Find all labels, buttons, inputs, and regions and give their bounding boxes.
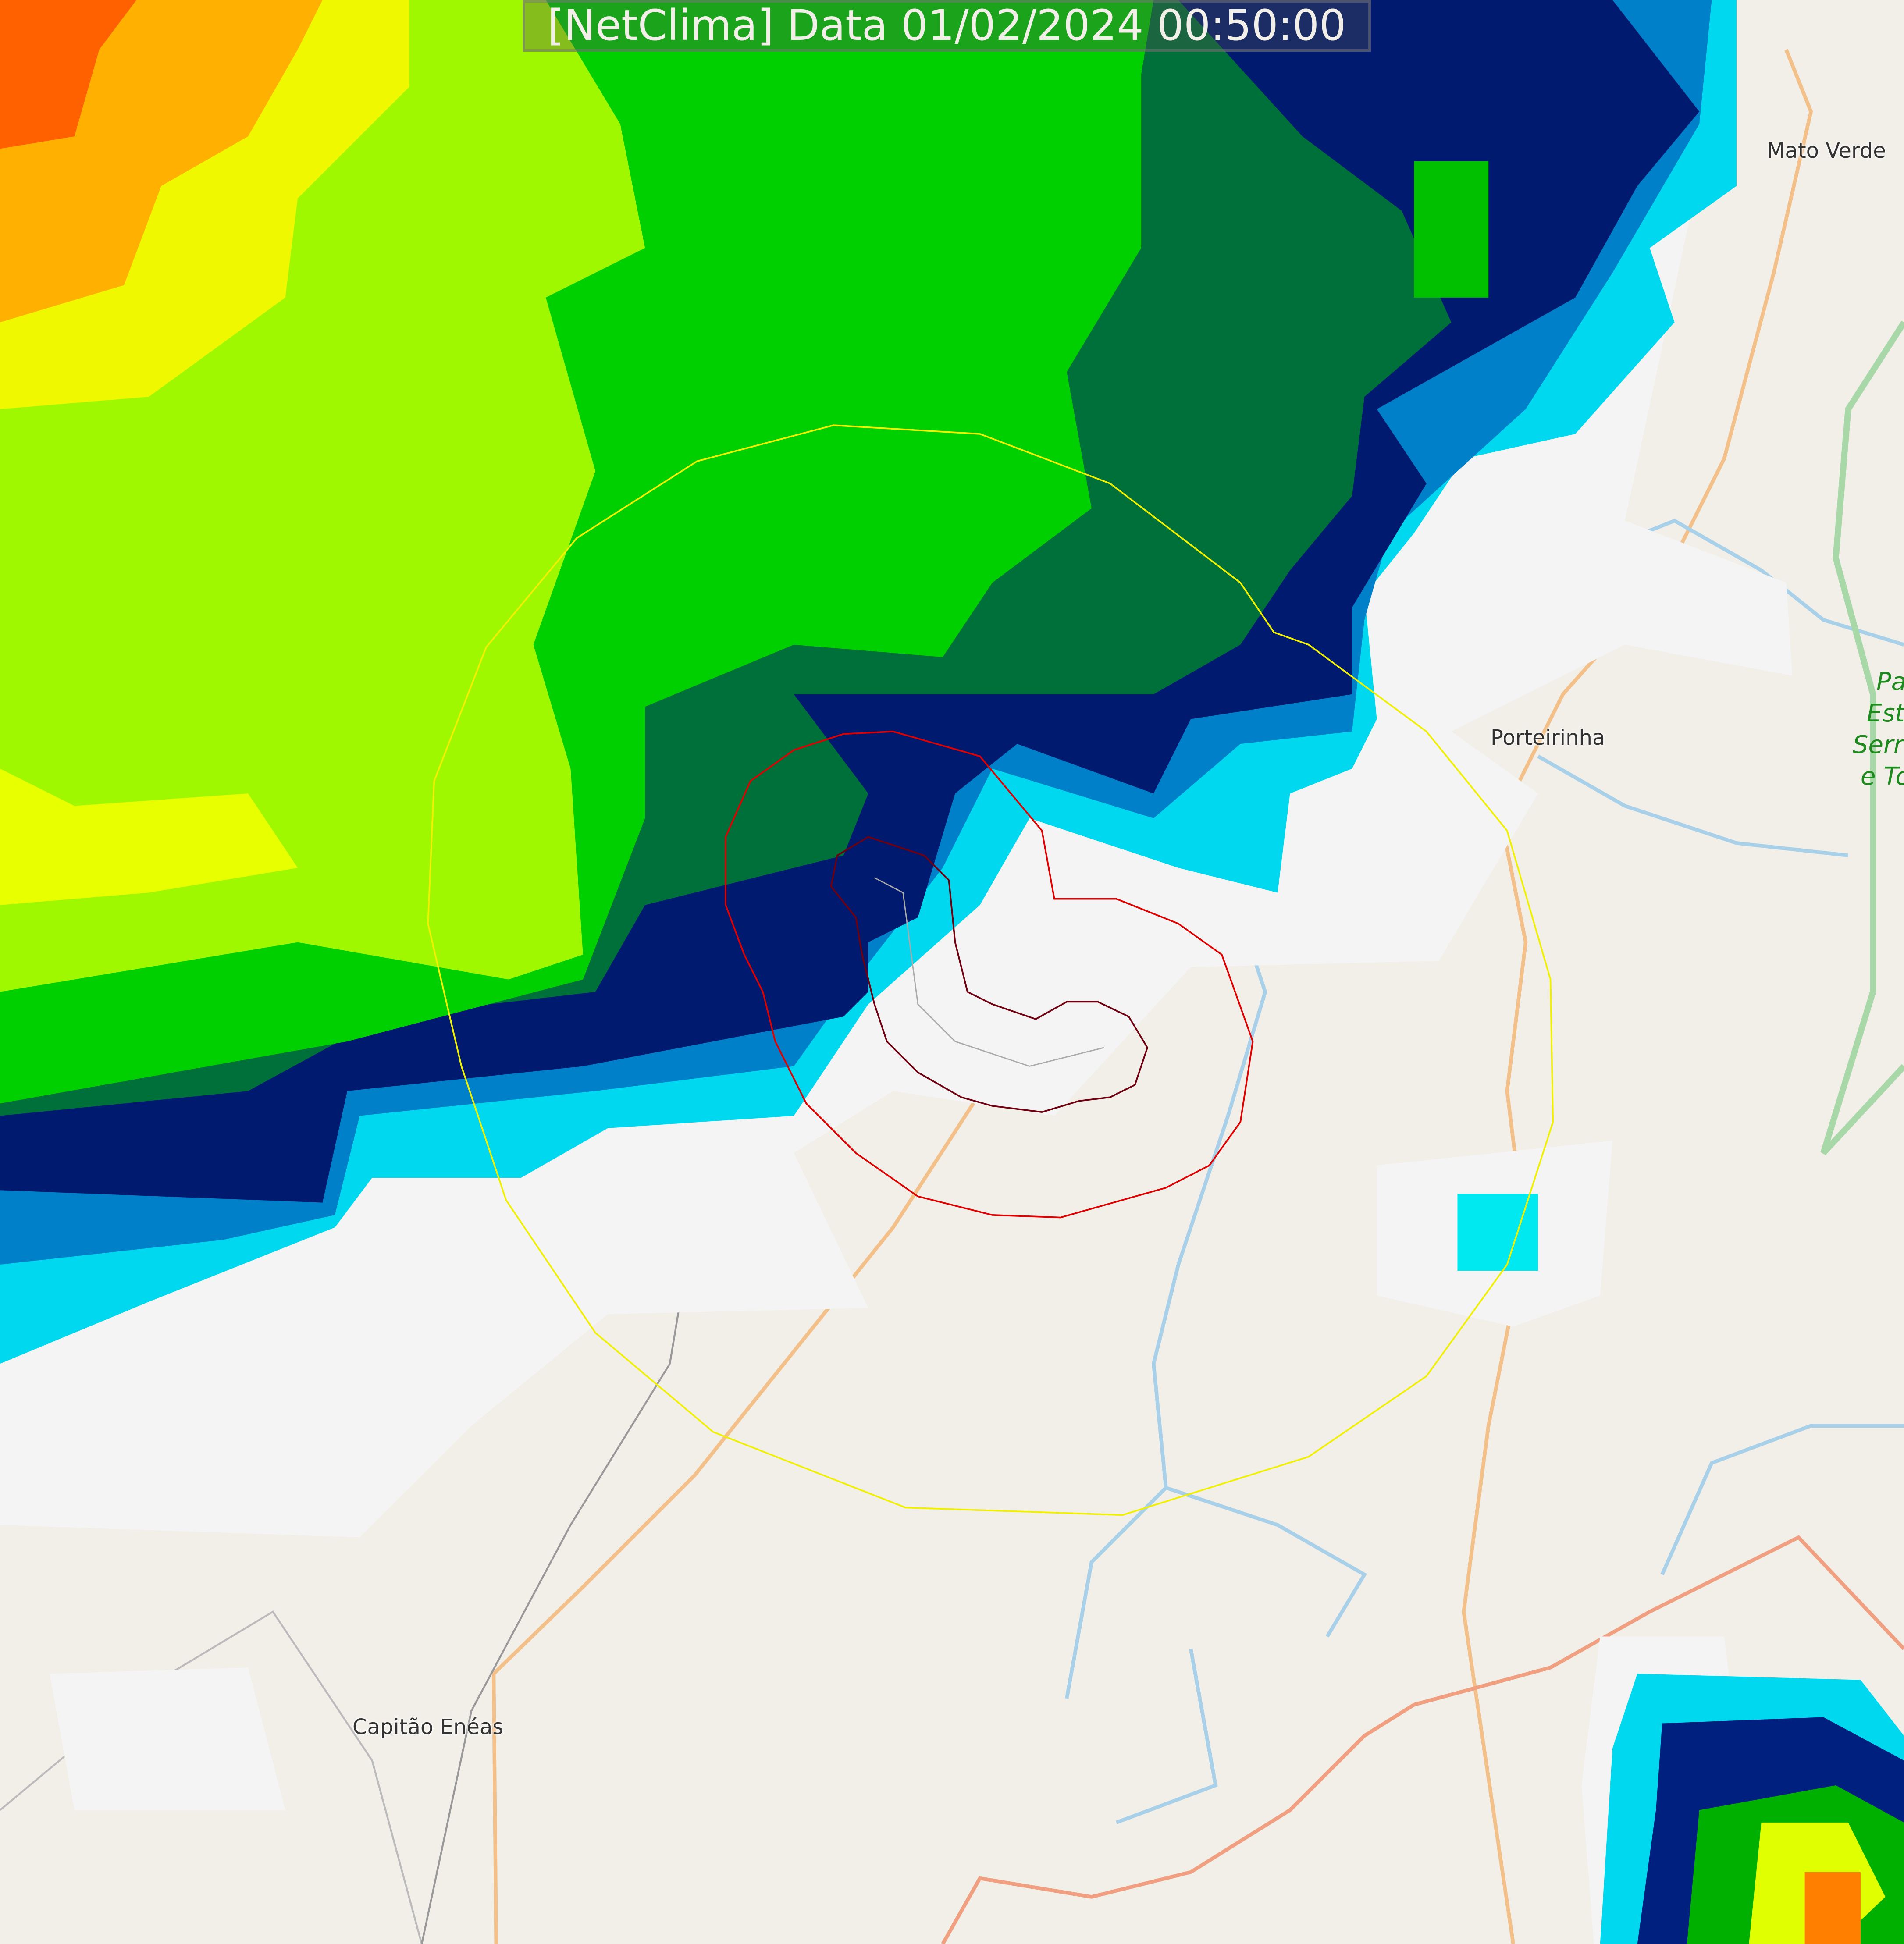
place-label-porteirinha: Porteirinha [1491, 725, 1605, 750]
radar-cyan-patch [1457, 1194, 1538, 1271]
radar-se-orange [1804, 1872, 1861, 1944]
place-label-mato-verde: Mato Verde [1767, 139, 1886, 163]
park-label-line: Est [1867, 699, 1904, 728]
range-rings [427, 424, 1554, 1516]
range-ring-core [830, 836, 1149, 1113]
road [491, 1016, 1031, 1944]
river [1115, 1649, 1218, 1824]
map-title: [NetClima] Data 01/02/2024 00:50:00 [523, 0, 1371, 52]
radar-yellow [0, 768, 298, 905]
range-ring-inner [725, 730, 1254, 1219]
river [1660, 1424, 1904, 1575]
park-label-line: e To [1861, 762, 1904, 791]
park-label-line: Pa [1876, 668, 1904, 696]
range-ring-outer [427, 424, 1554, 1516]
radar-red-orange [0, 0, 137, 149]
radar-light-sw [50, 1667, 285, 1810]
radar-site-track [874, 877, 1104, 1067]
road [941, 1535, 1904, 1944]
river [1065, 917, 1267, 1699]
park-label-line: Serr [1853, 731, 1904, 759]
river [1165, 1486, 1367, 1638]
river [1612, 519, 1904, 647]
place-label-capitao-eneas: Capitão Enéas [352, 1715, 504, 1739]
radar-green-patch [1414, 161, 1489, 298]
river [1537, 754, 1849, 857]
park-boundary [1820, 320, 1904, 1155]
